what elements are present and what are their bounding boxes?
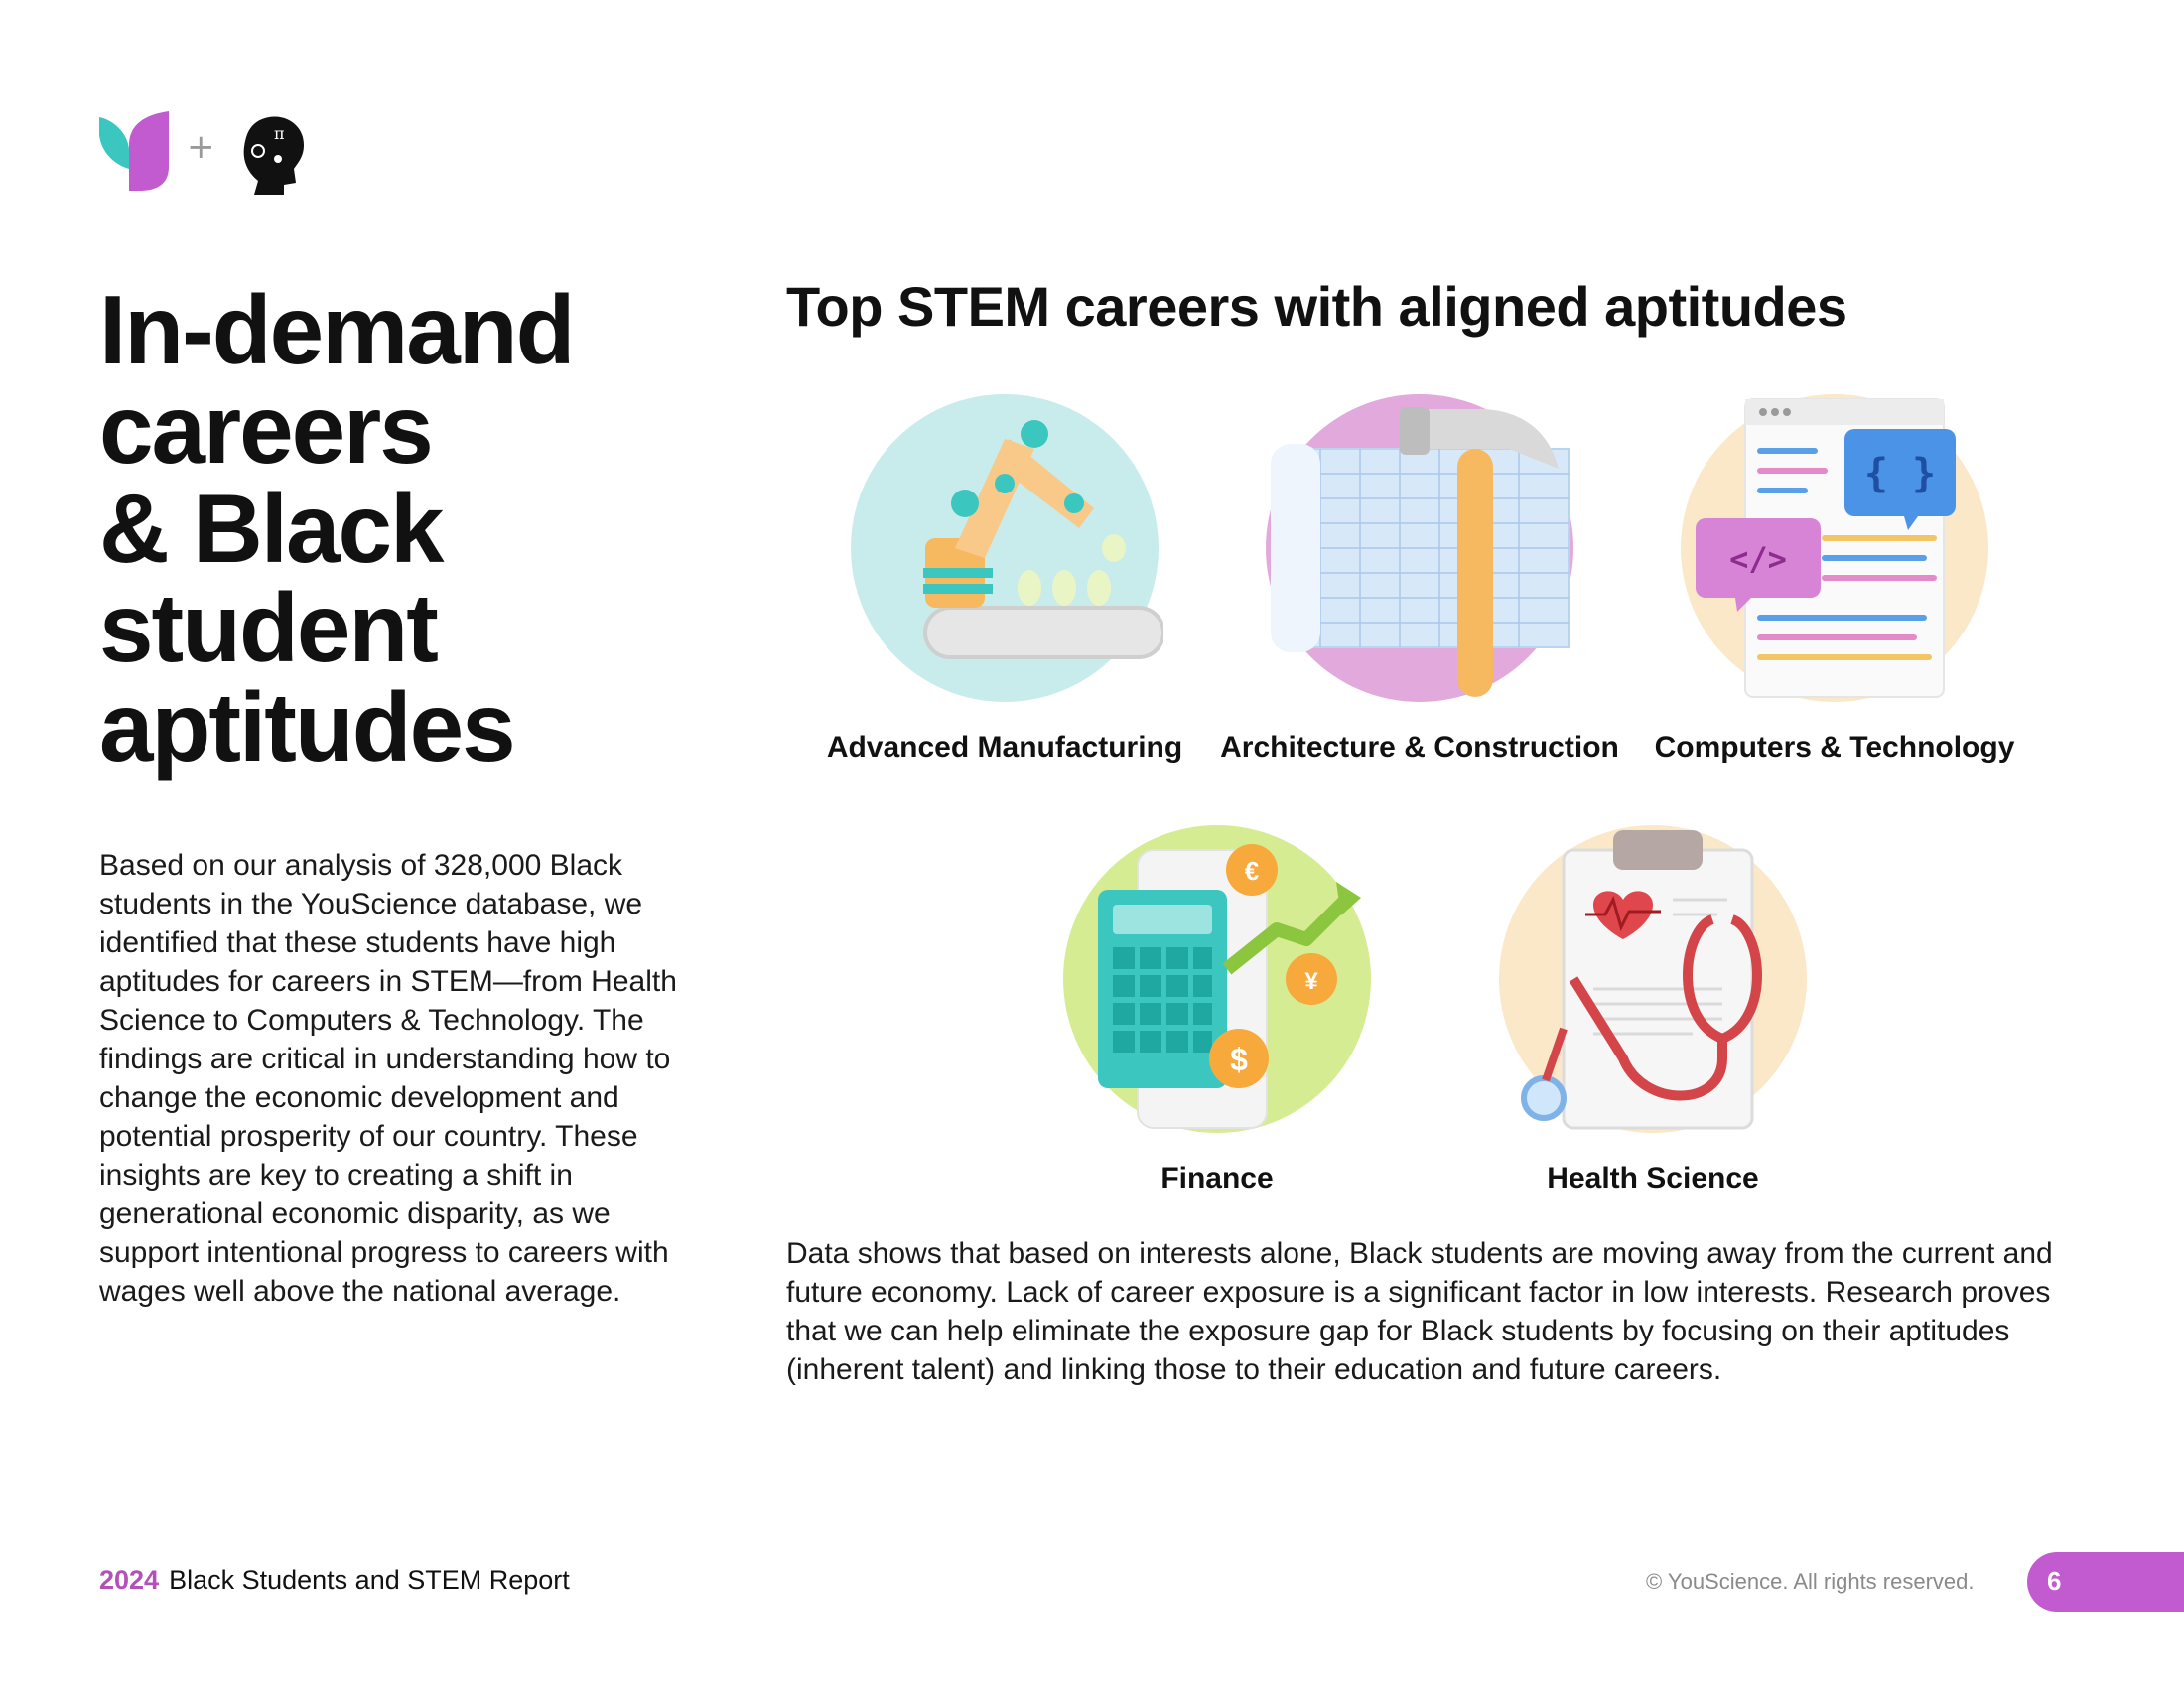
title-line: In-demand: [99, 275, 575, 384]
title-line: careers: [99, 374, 434, 484]
title-line: student: [99, 573, 439, 682]
svg-text:€: €: [1245, 856, 1259, 886]
career-label: Computers & Technology: [1654, 731, 2015, 764]
footer-report-name: Black Students and STEM Report: [169, 1565, 570, 1595]
title-line: & Black: [99, 474, 445, 583]
career-label: Health Science: [1547, 1162, 1759, 1195]
youscience-leaf-logo: [99, 111, 169, 191]
page-number: 6: [2047, 1566, 2062, 1596]
robot-arm-icon: [851, 394, 1163, 702]
career-advanced-manufacturing: Advanced Manufacturing: [796, 389, 1213, 765]
plus-sign: +: [187, 127, 215, 167]
intro-paragraph: Based on our analysis of 328,000 Black s…: [99, 849, 677, 1308]
career-health-science: Health Science: [1444, 820, 1861, 1196]
page-number-tab: 6: [2027, 1552, 2184, 1612]
svg-text:$: $: [1230, 1042, 1248, 1077]
code-window-icon: { } </>: [1681, 394, 1988, 702]
partner-profile-logo: π: [243, 116, 304, 195]
svg-text:</>: </>: [1729, 540, 1787, 578]
career-label: Finance: [1160, 1162, 1274, 1195]
title-line: aptitudes: [99, 672, 516, 781]
svg-text:π: π: [274, 124, 285, 143]
career-label: Architecture & Construction: [1220, 731, 1619, 764]
hammer-blueprint-icon: [1266, 394, 1573, 702]
calculator-coins-icon: € ¥ $: [1063, 825, 1371, 1133]
logo-lockup: π: [99, 111, 304, 195]
footer-copyright: © YouScience. All rights reserved.: [1646, 1569, 1975, 1594]
footer-year: 2024: [99, 1565, 160, 1595]
clipboard-stethoscope-icon: [1499, 825, 1807, 1133]
career-label: Advanced Manufacturing: [826, 731, 1183, 764]
page-title: In-demand careers & Black student aptitu…: [99, 280, 735, 776]
svg-text:¥: ¥: [1304, 968, 1318, 995]
closing-paragraph: Data shows that based on interests alone…: [786, 1237, 2053, 1386]
career-finance: € ¥ $ Finance: [1009, 820, 1426, 1196]
svg-text:{ }: { }: [1864, 451, 1936, 496]
career-architecture-construction: Architecture & Construction: [1211, 389, 1628, 765]
footer-report-title: 2024 Black Students and STEM Report: [99, 1565, 570, 1596]
career-computers-technology: { } </> Computers & Technology: [1626, 389, 2043, 765]
section-title: Top STEM careers with aligned aptitudes: [786, 275, 1847, 338]
